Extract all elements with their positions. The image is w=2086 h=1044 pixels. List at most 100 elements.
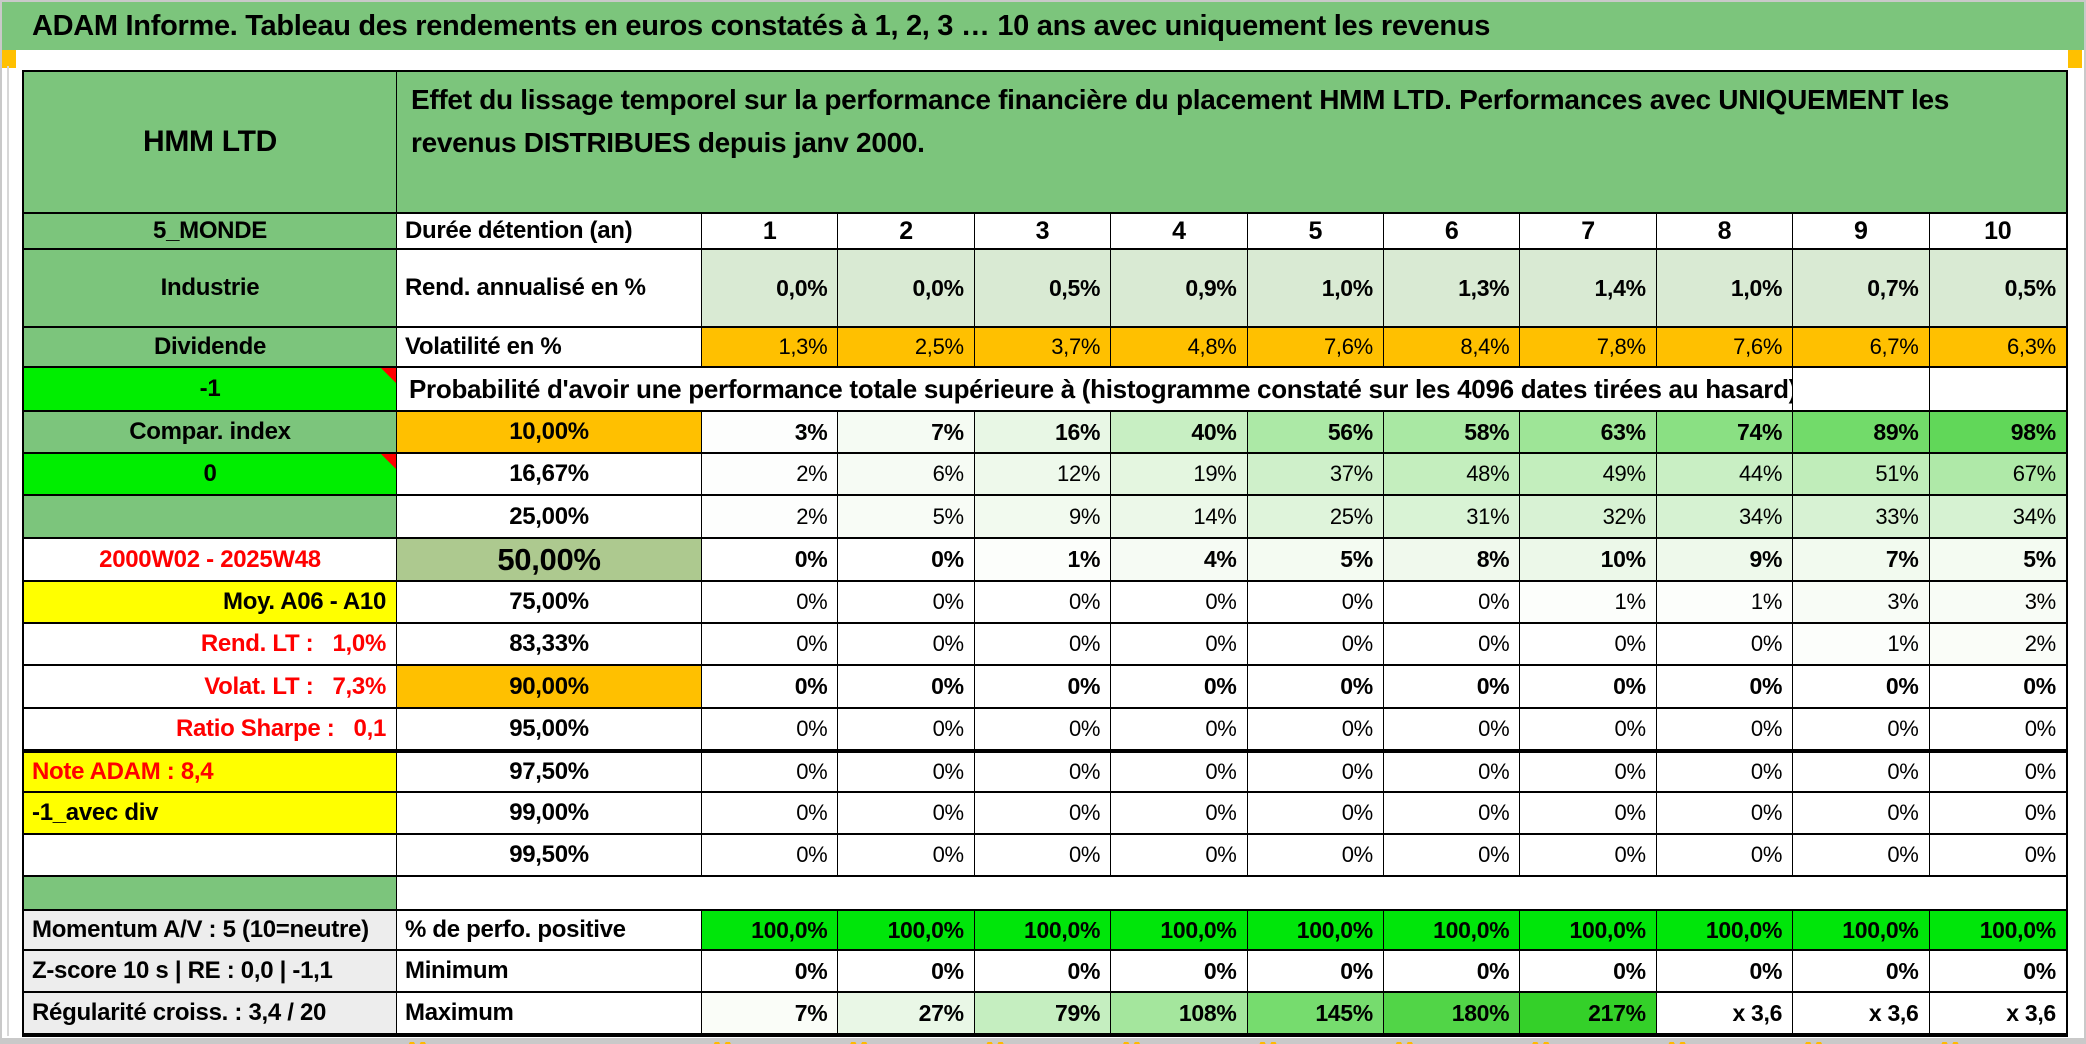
cell-p95-y5[interactable]: 0% (1247, 709, 1384, 749)
cell-p50-y7[interactable]: 10% (1520, 539, 1657, 580)
cell-p75-y5[interactable]: 0% (1247, 582, 1384, 622)
cell-rend-y1[interactable]: 0,0% (702, 250, 839, 326)
cell-volat-y4[interactable]: 4,8% (1111, 328, 1248, 366)
cell-p975-y4[interactable]: 0% (1111, 753, 1248, 791)
cell-p99-y10[interactable]: 0% (1929, 793, 2066, 833)
cell-p1667-y6[interactable]: 48% (1383, 454, 1521, 494)
cell-p995-y7[interactable]: 0% (1520, 835, 1657, 875)
cell-p1667-y9[interactable]: 51% (1793, 454, 1930, 494)
cell-p10-y8[interactable]: 74% (1656, 412, 1794, 452)
cell-p95-y9[interactable]: 0% (1793, 709, 1930, 749)
cell-p25-y10[interactable]: 34% (1929, 496, 2066, 537)
cell-p95-y6[interactable]: 0% (1383, 709, 1521, 749)
cell-pos-y3[interactable]: 100,0% (974, 911, 1112, 949)
cell-p90-y3[interactable]: 0% (974, 666, 1112, 707)
cell-pos-y8[interactable]: 100,0% (1656, 911, 1794, 949)
row-label-p8333[interactable]: 83,33% (397, 624, 702, 664)
cell-p975-y5[interactable]: 0% (1247, 753, 1384, 791)
cell-p975-y10[interactable]: 0% (1929, 753, 2066, 791)
year-header-10[interactable]: 10 (1929, 214, 2066, 248)
cell-pos-y2[interactable]: 100,0% (838, 911, 975, 949)
cell-pos-y9[interactable]: 100,0% (1793, 911, 1930, 949)
cell-p25-y8[interactable]: 34% (1656, 496, 1794, 537)
cell-p995-y5[interactable]: 0% (1247, 835, 1384, 875)
cell-p90-y10[interactable]: 0% (1929, 666, 2066, 707)
cell-volat-y2[interactable]: 2,5% (838, 328, 975, 366)
year-header-9[interactable]: 9 (1793, 214, 1930, 248)
side-label-p8333[interactable]: Rend. LT : 1,0% (24, 624, 397, 664)
cell-max-y2[interactable]: 27% (838, 993, 975, 1033)
cell-p1667-y7[interactable]: 49% (1520, 454, 1657, 494)
cell-min-y1[interactable]: 0% (702, 951, 839, 991)
cell-rend-y3[interactable]: 0,5% (974, 250, 1112, 326)
side-label-p995[interactable] (24, 835, 397, 875)
cell-volat-y10[interactable]: 6,3% (1929, 328, 2066, 366)
cell-p25-y6[interactable]: 31% (1383, 496, 1521, 537)
cell-min-y5[interactable]: 0% (1247, 951, 1384, 991)
cell-volat-y9[interactable]: 6,7% (1793, 328, 1930, 366)
cell-p25-y9[interactable]: 33% (1793, 496, 1930, 537)
cell-max-y7[interactable]: 217% (1520, 993, 1657, 1033)
cell-p995-y8[interactable]: 0% (1656, 835, 1794, 875)
cell-rend-y4[interactable]: 0,9% (1111, 250, 1248, 326)
cell-p90-y6[interactable]: 0% (1383, 666, 1521, 707)
cell-p1667-y10[interactable]: 67% (1929, 454, 2066, 494)
cell-rend-y5[interactable]: 1,0% (1247, 250, 1384, 326)
cell-volat-y3[interactable]: 3,7% (974, 328, 1112, 366)
row-label-p25[interactable]: 25,00% (397, 496, 702, 537)
cell-p8333-y6[interactable]: 0% (1383, 624, 1521, 664)
cell-p25-y3[interactable]: 9% (974, 496, 1112, 537)
cell-max-y4[interactable]: 108% (1111, 993, 1248, 1033)
cell-p50-y4[interactable]: 4% (1111, 539, 1248, 580)
cell-max-y9[interactable]: x 3,6 (1793, 993, 1930, 1033)
side-label-5monde[interactable]: 5_MONDE (24, 214, 397, 248)
side-label-rend[interactable]: Industrie (24, 250, 397, 326)
cell-p25-y2[interactable]: 5% (838, 496, 975, 537)
cell-p10-y6[interactable]: 58% (1383, 412, 1521, 452)
row-label-rend[interactable]: Rend. annualisé en % (397, 250, 702, 326)
cell-min-y4[interactable]: 0% (1111, 951, 1248, 991)
description-cell[interactable]: Effet du lissage temporel sur la perform… (397, 72, 2066, 212)
cell-p8333-y4[interactable]: 0% (1111, 624, 1248, 664)
cell-p75-y10[interactable]: 3% (1929, 582, 2066, 622)
cell-p90-y9[interactable]: 0% (1793, 666, 1930, 707)
side-label-p75[interactable]: Moy. A06 - A10 (24, 582, 397, 622)
cell-p75-y8[interactable]: 1% (1656, 582, 1794, 622)
row-label-pos[interactable]: % de perfo. positive (397, 911, 702, 949)
year-header-4[interactable]: 4 (1111, 214, 1248, 248)
side-label-p25[interactable] (24, 496, 397, 537)
year-header-2[interactable]: 2 (838, 214, 975, 248)
year-header-8[interactable]: 8 (1656, 214, 1794, 248)
cell-p10-y1[interactable]: 3% (702, 412, 839, 452)
side-label-volat[interactable]: Dividende (24, 328, 397, 366)
fund-name-cell[interactable]: HMM LTD (24, 72, 397, 212)
cell-p75-y1[interactable]: 0% (702, 582, 839, 622)
cell-p1667-y2[interactable]: 6% (838, 454, 975, 494)
cell-p75-y9[interactable]: 3% (1793, 582, 1930, 622)
side-label-p99[interactable]: -1_avec div (24, 793, 397, 833)
cell-min-y10[interactable]: 0% (1929, 951, 2066, 991)
cell-pos-y10[interactable]: 100,0% (1929, 911, 2066, 949)
cell-pos-y7[interactable]: 100,0% (1520, 911, 1657, 949)
cell-rend-y7[interactable]: 1,4% (1520, 250, 1657, 326)
cell-p25-y7[interactable]: 32% (1520, 496, 1657, 537)
cell-rend-y2[interactable]: 0,0% (838, 250, 975, 326)
cell-p975-y2[interactable]: 0% (838, 753, 975, 791)
cell-p95-y7[interactable]: 0% (1520, 709, 1657, 749)
cell-p975-y1[interactable]: 0% (702, 753, 839, 791)
cell-p8333-y7[interactable]: 0% (1520, 624, 1657, 664)
cell-p75-y7[interactable]: 1% (1520, 582, 1657, 622)
cell-min-y2[interactable]: 0% (838, 951, 975, 991)
cell-pos-y5[interactable]: 100,0% (1247, 911, 1384, 949)
side-label-pos[interactable]: Momentum A/V : 5 (10=neutre) (24, 911, 397, 949)
cell-pos-y1[interactable]: 100,0% (702, 911, 839, 949)
cell-rend-y10[interactable]: 0,5% (1929, 250, 2066, 326)
side-label-max[interactable]: Régularité croiss. : 3,4 / 20 (24, 993, 397, 1033)
year-header-5[interactable]: 5 (1247, 214, 1384, 248)
cell-rend-y6[interactable]: 1,3% (1383, 250, 1521, 326)
cell-p8333-y1[interactable]: 0% (702, 624, 839, 664)
cell-p995-y3[interactable]: 0% (974, 835, 1112, 875)
cell-p95-y8[interactable]: 0% (1656, 709, 1794, 749)
cell-p50-y6[interactable]: 8% (1383, 539, 1521, 580)
cell-max-y8[interactable]: x 3,6 (1656, 993, 1794, 1033)
